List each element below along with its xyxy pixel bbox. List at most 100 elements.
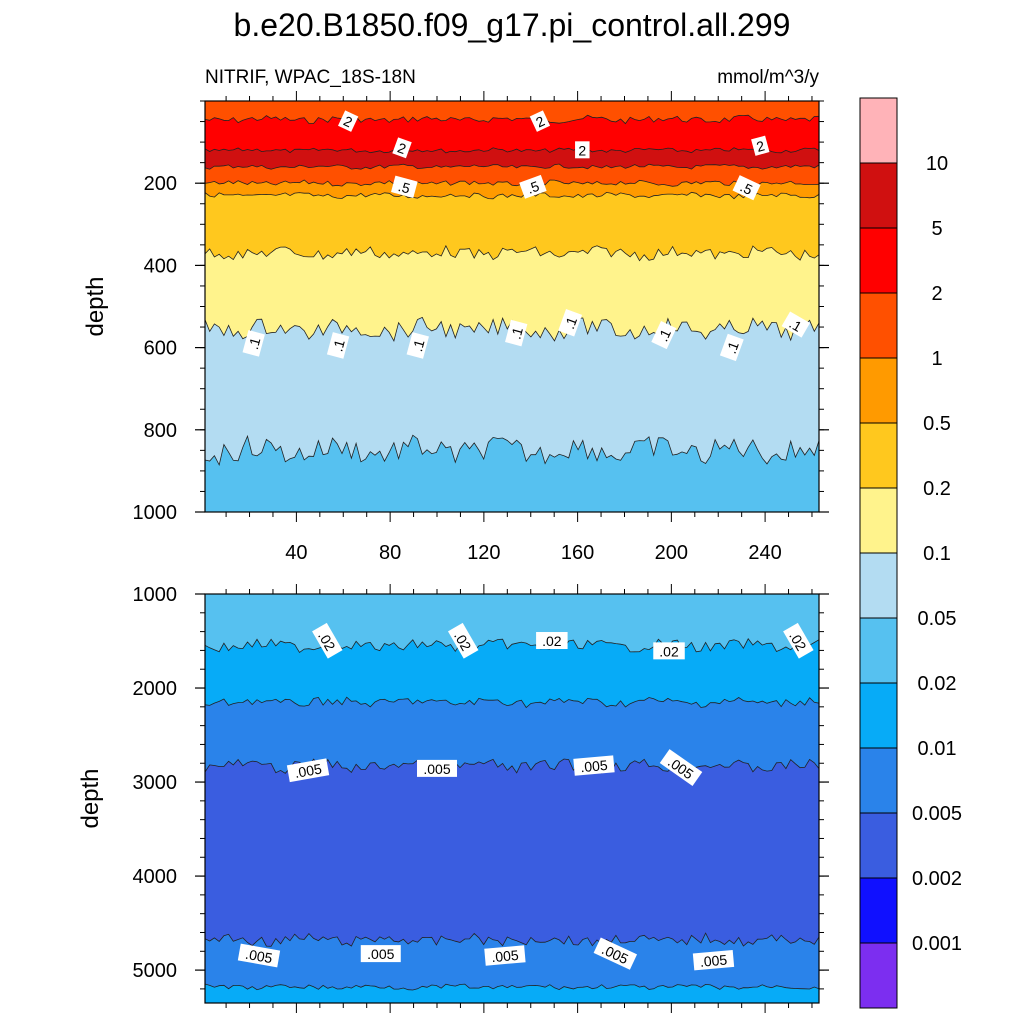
contour-line — [205, 696, 819, 709]
contour-label: .1 — [326, 332, 350, 359]
contour-label: .02 — [653, 642, 685, 660]
y-tick-label: 800 — [144, 420, 177, 442]
colorbar-label: 0.005 — [912, 803, 962, 825]
colorbar-swatch — [859, 942, 898, 1009]
x-tick-label: 120 — [467, 542, 500, 564]
contour-label: .005 — [484, 945, 526, 966]
svg-text:.1: .1 — [245, 336, 264, 352]
chart-title: b.e20.B1850.f09_g17.pi_control.all.299 — [234, 7, 791, 43]
x-tick-label: 160 — [561, 542, 594, 564]
contour-band — [205, 435, 819, 512]
contour-label: .005 — [237, 943, 281, 968]
y-tick-label: 200 — [144, 173, 177, 195]
colorbar-label: 5 — [931, 218, 942, 240]
contour-label: .1 — [781, 311, 811, 338]
y-axis-label: depth — [77, 768, 104, 828]
contour-line — [205, 163, 819, 170]
contour-label: .02 — [536, 632, 568, 650]
svg-text:2: 2 — [755, 137, 767, 155]
colorbar-label: 1 — [931, 348, 942, 370]
contour-label: .005 — [360, 945, 401, 963]
svg-text:.5: .5 — [525, 178, 542, 197]
colorbar-swatch — [859, 162, 898, 229]
colorbar-swatch — [859, 812, 898, 879]
colorbar-swatch — [859, 227, 898, 294]
chart-subtitle-variable: NITRIF, WPAC_18S-18N — [205, 67, 416, 88]
colorbar-swatch — [859, 357, 898, 424]
y-tick-label: 5000 — [133, 960, 178, 982]
colorbar-label: 2 — [931, 283, 942, 305]
colorbar-swatch — [859, 747, 898, 814]
contour-label: .5 — [519, 174, 547, 199]
svg-text:.02: .02 — [659, 643, 679, 659]
svg-text:.005: .005 — [699, 952, 728, 970]
colorbar-swatch — [859, 487, 898, 554]
x-tick-label: 200 — [655, 542, 688, 564]
contour-label: .1 — [406, 332, 429, 359]
svg-text:.1: .1 — [329, 338, 348, 354]
svg-text:.005: .005 — [580, 757, 609, 775]
lower-panel: .02.02.02.02.02.005.005.005.005.005.005.… — [77, 584, 829, 1013]
svg-text:.005: .005 — [423, 761, 450, 777]
colorbar-swatch — [859, 617, 898, 684]
contour-line — [205, 191, 819, 200]
contour-label: .005 — [417, 759, 458, 777]
contour-label: .005 — [573, 755, 615, 776]
plot-frame — [204, 593, 820, 1004]
contour-label: 2 — [575, 141, 590, 159]
contour-band — [205, 984, 819, 1003]
contour-line — [205, 179, 819, 187]
contour-label: .1 — [651, 321, 677, 350]
y-tick-label: 600 — [144, 338, 177, 360]
svg-text:.005: .005 — [244, 946, 274, 967]
svg-text:.02: .02 — [542, 633, 562, 649]
colorbar-swatch — [859, 682, 898, 749]
contour-label: .5 — [391, 175, 418, 199]
y-tick-label: 4000 — [133, 866, 178, 888]
svg-text:.005: .005 — [491, 947, 520, 965]
x-tick-label: 80 — [379, 542, 401, 564]
contour-line — [205, 147, 819, 154]
svg-text:.1: .1 — [507, 325, 526, 341]
contour-label: .005 — [286, 758, 330, 783]
colorbar-label: 0.2 — [923, 478, 951, 500]
contour-label: 2 — [338, 110, 359, 132]
contour-label: .1 — [558, 309, 583, 337]
svg-text:.005: .005 — [293, 760, 323, 781]
contour-label: .1 — [242, 330, 265, 357]
colorbar-swatch — [859, 422, 898, 489]
colorbar-label: 0.002 — [912, 868, 962, 890]
svg-text:.1: .1 — [409, 338, 428, 354]
colorbar: 10 5 2 1 0.5 0.2 0.1 0.05 0.02 0.01 0.005 0.002 0.00… — [859, 97, 962, 1009]
svg-text:2: 2 — [578, 142, 586, 158]
contour-line — [205, 434, 819, 467]
y-tick-label: 400 — [144, 255, 177, 277]
contour-label: 2 — [751, 135, 770, 156]
contour-label: 2 — [529, 110, 551, 132]
chart-subtitle-units: mmol/m^3/y — [717, 67, 819, 88]
contour-line — [205, 932, 819, 947]
contour-line — [205, 638, 819, 653]
contour-label: .1 — [505, 319, 528, 347]
colorbar-swatch — [859, 552, 898, 619]
y-tick-label: 1000 — [133, 502, 178, 524]
colorbar-swatch — [859, 97, 898, 164]
svg-text:.1: .1 — [723, 339, 742, 356]
contour-line — [205, 244, 819, 262]
colorbar-swatch — [859, 292, 898, 359]
y-axis-label: depth — [82, 276, 109, 336]
contour-label: .5 — [732, 175, 761, 201]
contour-label: 2 — [392, 137, 412, 159]
contour-band — [205, 933, 819, 1003]
colorbar-label: 10 — [926, 153, 948, 175]
svg-text:.1: .1 — [561, 315, 580, 332]
colorbar-label: 0.02 — [918, 673, 957, 695]
contour-line — [205, 983, 819, 991]
contour-label: .005 — [692, 949, 735, 971]
x-tick-label: 40 — [285, 542, 307, 564]
colorbar-label: 0.5 — [923, 413, 951, 435]
svg-text:.005: .005 — [367, 946, 394, 962]
upper-panel: 2 2 2 2 2 .5 .5 .5 .1 .1 .1 .1 .1 .1 .1 .1 200 400 600 800 1… — [82, 91, 829, 564]
colorbar-label: 0.1 — [923, 543, 951, 565]
